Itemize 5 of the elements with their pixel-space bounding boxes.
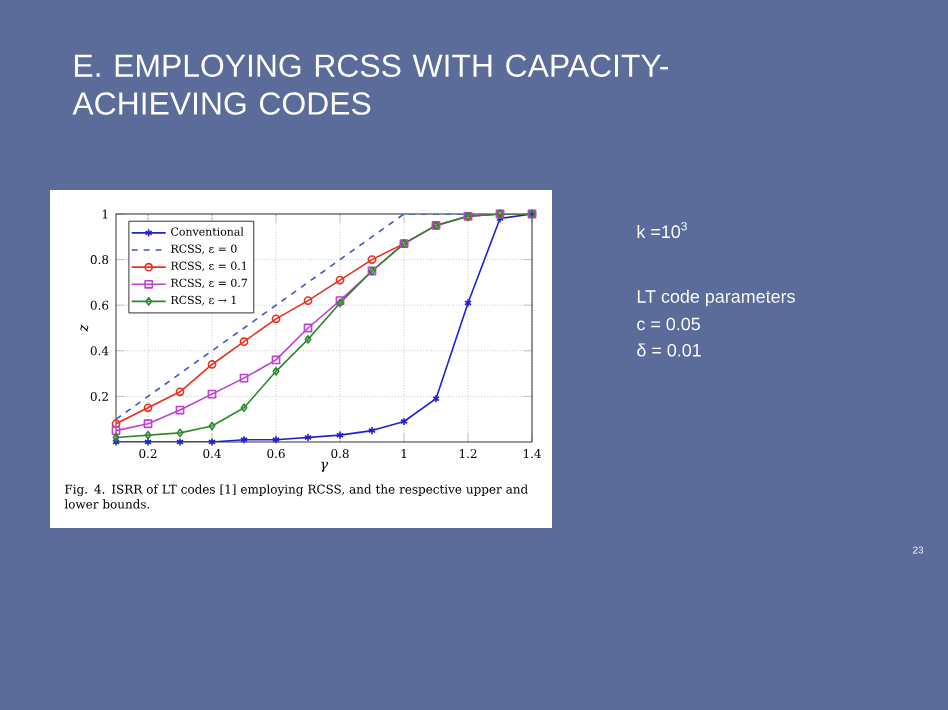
text: δ = 0.01: [637, 343, 701, 357]
text: c = 0.05: [637, 317, 700, 331]
chart-title: E. EMPLOYING RCSS WITH CAPACITY-ACHIEVING CODES: [72, 54, 668, 115]
text: LT code parameters: [637, 289, 795, 307]
text: k =10$^{3}$: [637, 221, 687, 239]
